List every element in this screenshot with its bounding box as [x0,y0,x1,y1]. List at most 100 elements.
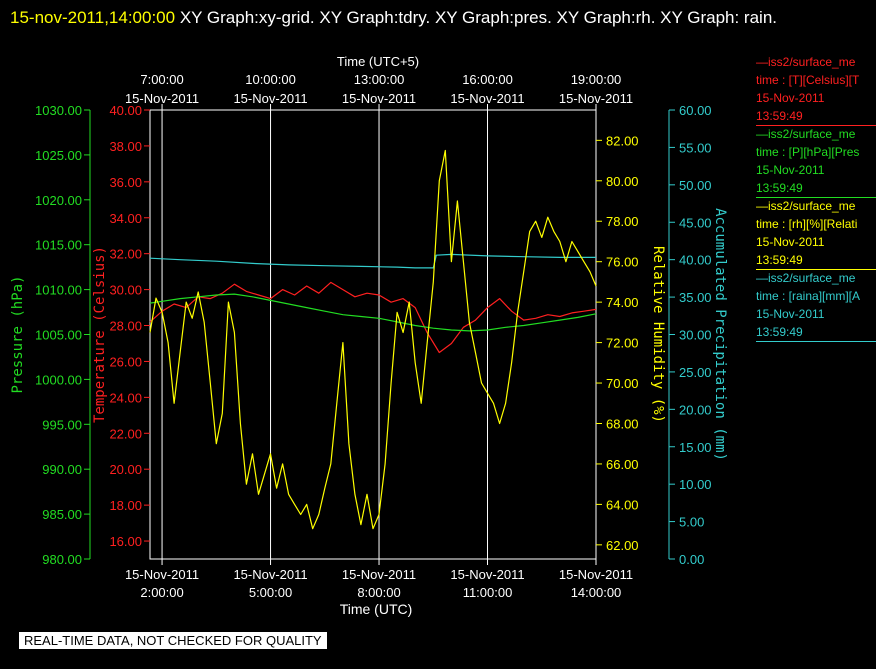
humidity-tick-label: 70.00 [606,376,639,391]
x-top-tick-label-time: 13:00:00 [354,72,405,87]
temperature-tick-label: 26.00 [109,354,142,369]
x-tick-label-date: 15-Nov-2011 [125,567,199,582]
rain-tick-label: 55.00 [679,140,712,155]
pressure-tick-label: 980.00 [42,552,82,567]
temperature-tick-label: 30.00 [109,283,142,298]
x-tick-label-date: 15-Nov-2011 [559,567,633,582]
temperature-tick-label: 24.00 [109,390,142,405]
rain-tick-label: 0.00 [679,552,704,567]
temperature-tick-label: 20.00 [109,462,142,477]
legend-entry-line2: time : [rh][%][Relati [756,217,858,231]
temperature-series-line [149,281,597,354]
rain-tick-label: 20.00 [679,402,712,417]
pressure-tick-label: 1015.00 [35,238,82,253]
graph-timestamp: 15-nov-2011,14:00:00 [10,8,176,27]
humidity-tick-label: 62.00 [606,538,639,553]
legend-entry-line3: 15-Nov-2011 [756,235,825,249]
graph-list: XY Graph:xy-grid. XY Graph:tdry. XY Grap… [175,8,778,27]
plot-frame [149,109,597,560]
legend-entry-line2: time : [P][hPa][Pres [756,145,860,159]
pressure-axis-label: Pressure (hPa) [10,275,26,393]
x-top-tick-label-time: 16:00:00 [462,72,513,87]
pressure-tick-label: 985.00 [42,507,82,522]
x-top-tick-label-time: 7:00:00 [140,72,183,87]
pressure-series-line [149,293,597,332]
temperature-tick-label: 18.00 [109,498,142,513]
legend-entry-line1: —iss2/surface_me [756,271,856,285]
x-axis-label-top: Time (UTC+5) [337,54,419,69]
legend-entry-line3: 15-Nov-2011 [756,307,825,321]
x-top-tick-label-date: 15-Nov-2011 [450,91,524,106]
legend-entry-line3: 15-Nov-2011 [756,91,825,105]
humidity-tick-label: 80.00 [606,174,639,189]
temperature-tick-label: 16.00 [109,534,142,549]
humidity-tick-label: 78.00 [606,214,639,229]
humidity-series-line [149,149,597,530]
temperature-tick-label: 38.00 [109,139,142,154]
legend-entry: —iss2/surface_me time : [raina][mm][A 15-N… [756,269,876,342]
temperature-axis-label: Temperature (Celsius) [92,246,108,423]
pressure-tick-label: 1010.00 [35,283,82,298]
humidity-tick-label: 82.00 [606,133,639,148]
x-top-tick-label-date: 15-Nov-2011 [125,91,199,106]
x-top-tick-label-time: 19:00:00 [571,72,622,87]
rain-tick-label: 10.00 [679,477,712,492]
legend-entry-line1: —iss2/surface_me [756,127,856,141]
humidity-axis-label: Relative Humidity (%) [650,246,666,423]
x-tick-label-date: 15-Nov-2011 [233,567,307,582]
pressure-tick-label: 1005.00 [35,328,82,343]
rain-tick-label: 25.00 [679,365,712,380]
rain-tick-label: 40.00 [679,253,712,268]
x-tick-label-time: 14:00:00 [571,585,622,600]
pressure-tick-label: 1025.00 [35,148,82,163]
temperature-tick-label: 22.00 [109,426,142,441]
legend-entry-line1: —iss2/surface_me [756,55,856,69]
rain-tick-label: 35.00 [679,290,712,305]
temperature-tick-label: 40.00 [109,103,142,118]
rain-tick-label: 60.00 [679,103,712,118]
legend-entry-line3: 15-Nov-2011 [756,163,825,177]
x-tick-label-time: 2:00:00 [140,585,183,600]
legend-entry-line4: 13:59:49 [756,253,803,267]
temperature-tick-label: 36.00 [109,175,142,190]
x-top-tick-label-time: 10:00:00 [245,72,296,87]
rain-series-line [149,253,596,269]
temperature-tick-label: 28.00 [109,319,142,334]
humidity-tick-label: 64.00 [606,497,639,512]
pressure-tick-label: 1000.00 [35,372,82,387]
legend-entry-line4: 13:59:49 [756,109,803,123]
x-tick-label-time: 11:00:00 [463,585,513,600]
x-top-tick-label-date: 15-Nov-2011 [559,91,633,106]
x-tick-label-date: 15-Nov-2011 [342,567,416,582]
pressure-tick-label: 1030.00 [35,103,82,118]
humidity-tick-label: 76.00 [606,255,639,270]
rain-axis-label: Accumulated Precipitation (mm) [712,208,728,461]
x-tick-label-time: 5:00:00 [249,585,292,600]
rain-tick-label: 5.00 [679,515,704,530]
pressure-tick-label: 995.00 [42,417,82,432]
legend-entry-line4: 13:59:49 [756,181,803,195]
humidity-tick-label: 74.00 [606,295,639,310]
humidity-tick-label: 66.00 [606,457,639,472]
pressure-tick-label: 1020.00 [35,193,82,208]
rain-tick-label: 15.00 [679,440,712,455]
legend-entry-line2: time : [T][Celsius][T [756,73,860,87]
temperature-tick-label: 34.00 [109,211,142,226]
quality-notice: REAL-TIME DATA, NOT CHECKED FOR QUALITY [19,632,327,649]
humidity-tick-label: 68.00 [606,416,639,431]
x-top-tick-label-date: 15-Nov-2011 [233,91,307,106]
temperature-tick-label: 32.00 [109,247,142,262]
rain-tick-label: 30.00 [679,328,712,343]
graph-title-bar: 15-nov-2011,14:00:00 XY Graph:xy-grid. X… [10,3,860,32]
legend-entry-line1: —iss2/surface_me [756,199,856,213]
legend-entry-line4: 13:59:49 [756,325,803,339]
x-tick-label-time: 8:00:00 [357,585,400,600]
x-top-tick-label-date: 15-Nov-2011 [342,91,416,106]
x-tick-label-date: 15-Nov-2011 [450,567,524,582]
humidity-tick-label: 72.00 [606,336,639,351]
rain-tick-label: 45.00 [679,215,712,230]
